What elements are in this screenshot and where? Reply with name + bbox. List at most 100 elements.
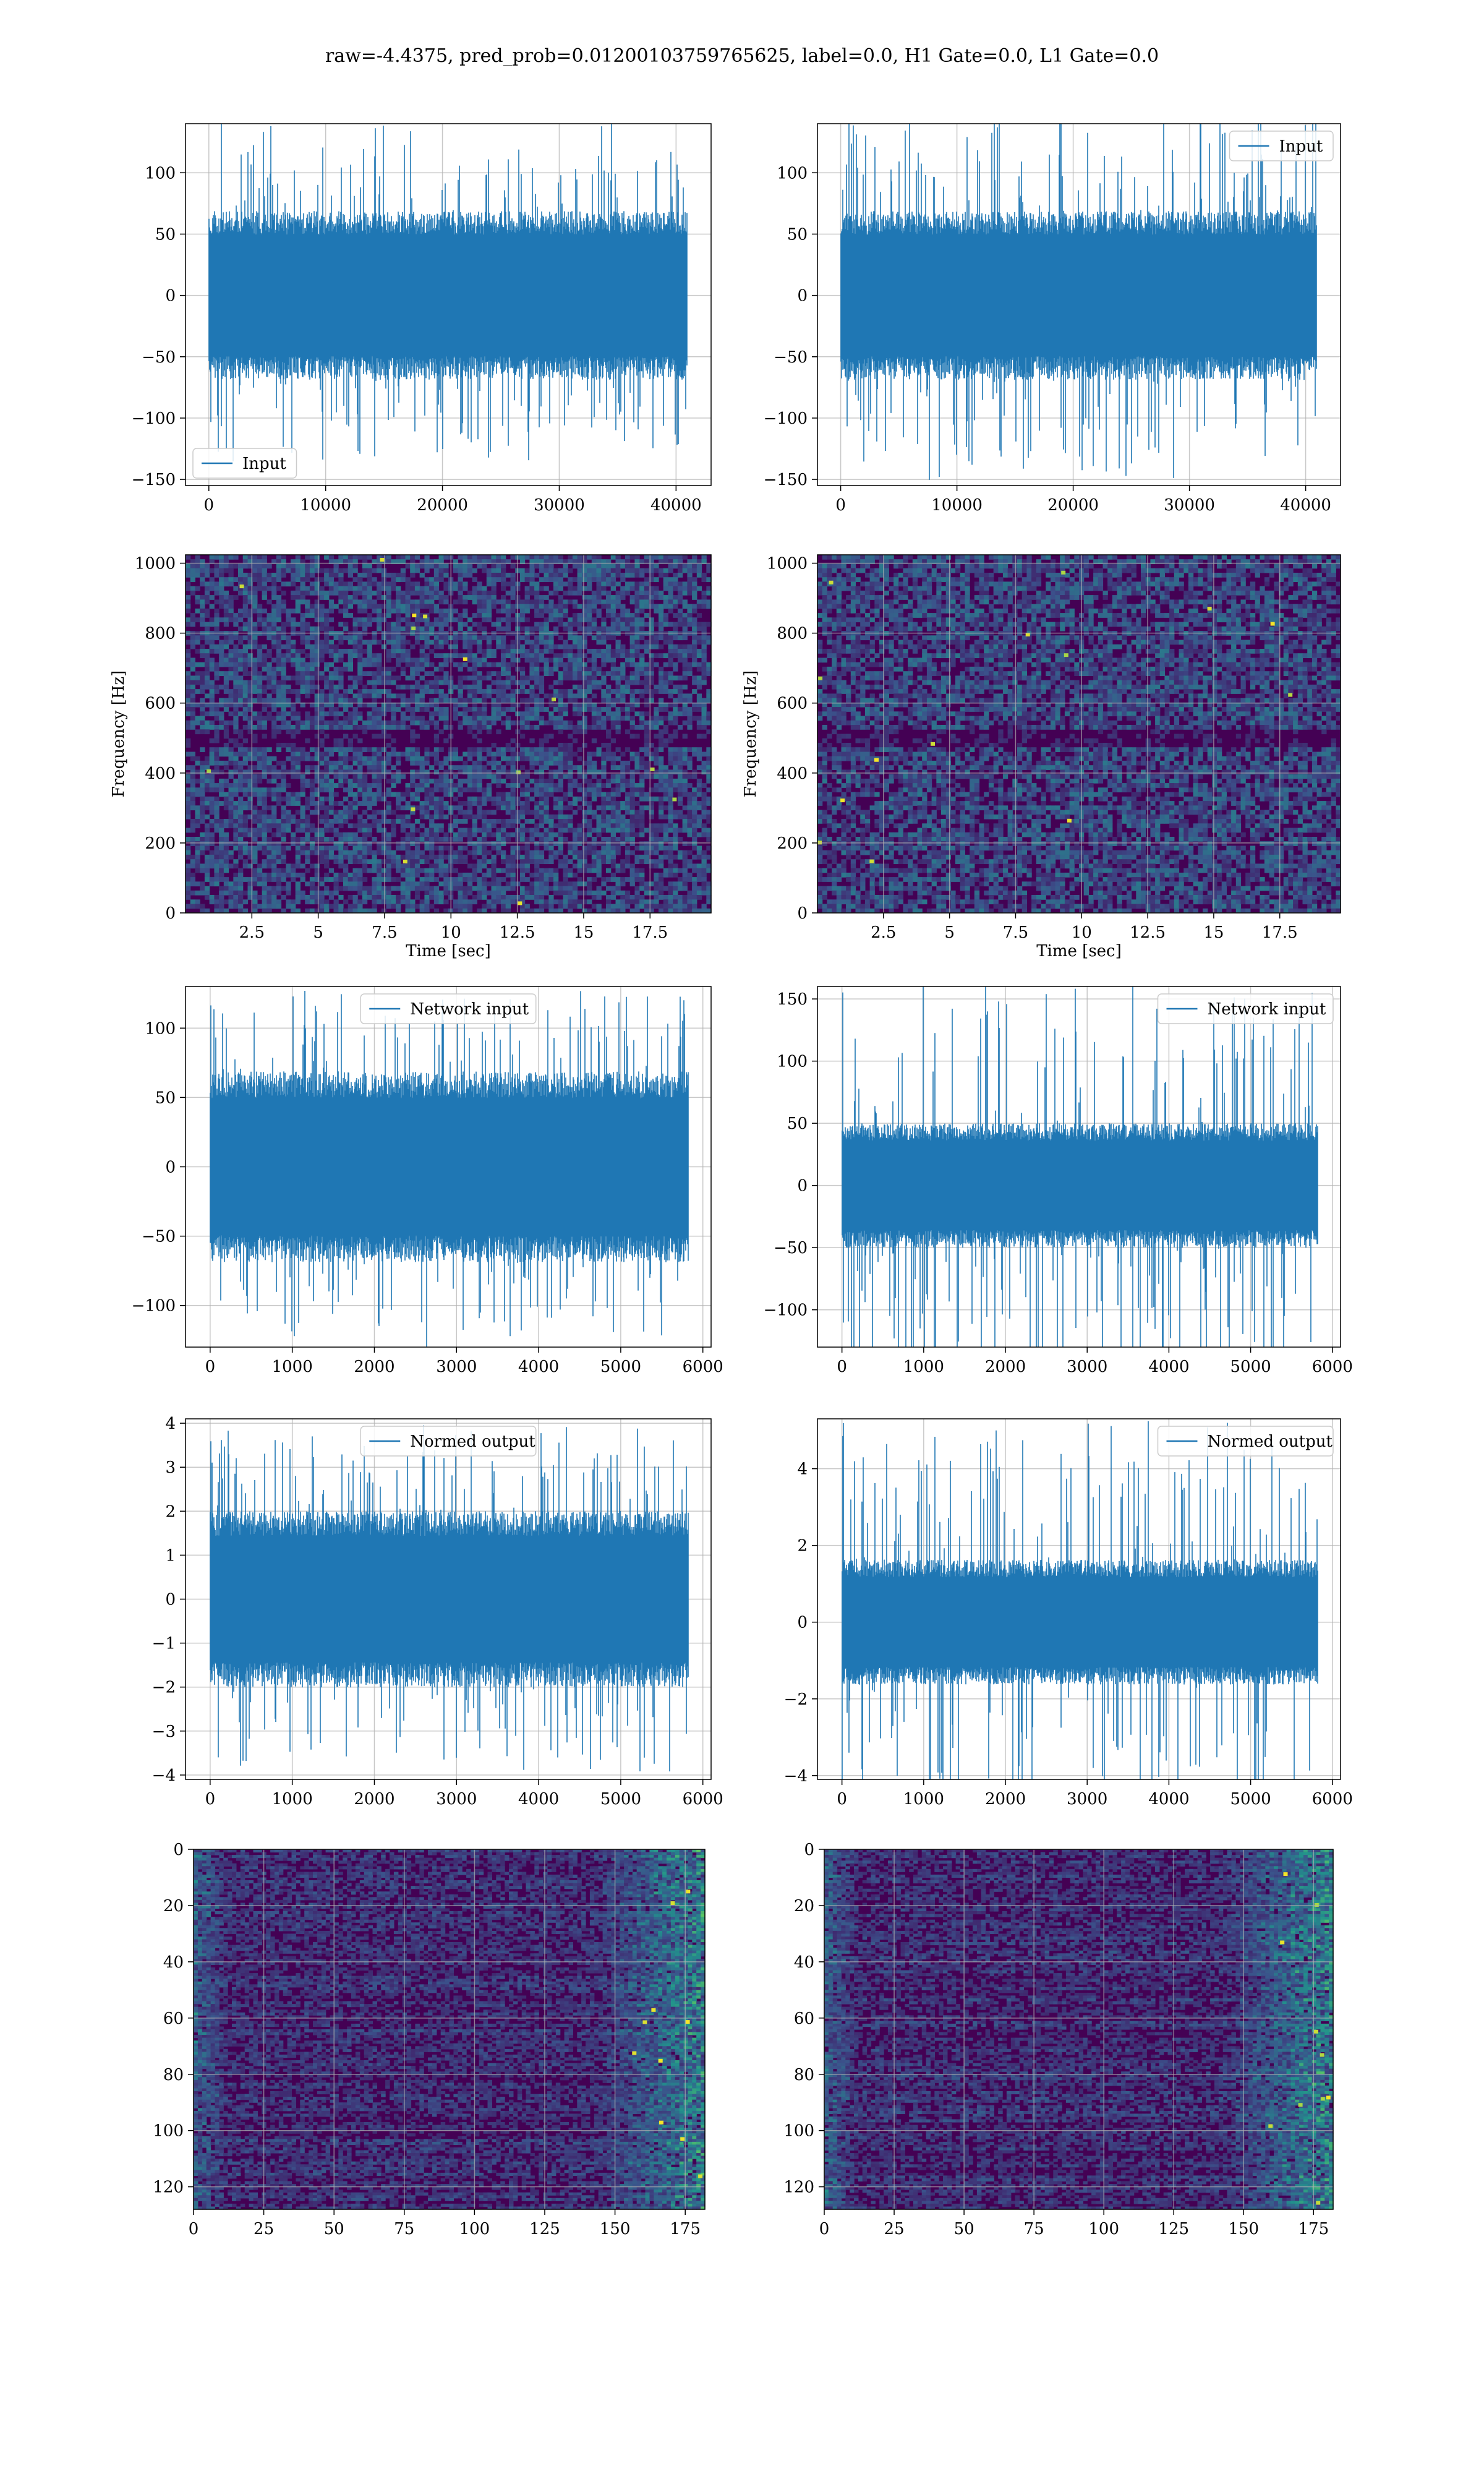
x-tick-label: 100: [1088, 2220, 1119, 2238]
y-tick-label: −100: [764, 1301, 808, 1320]
subplot-r3c1: 0 1000 2000 3000 4000 5000 6000−100−50050100Ne…: [132, 987, 723, 1376]
x-tick-label: 0: [204, 496, 215, 515]
y-tick-label: 100: [153, 2122, 184, 2141]
legend-label: Normed output: [410, 1432, 535, 1451]
y-tick-label: 0: [165, 904, 176, 923]
bright-pixel: [659, 2121, 663, 2125]
x-tick-label: 2000: [354, 1358, 394, 1376]
y-tick-label: 0: [165, 287, 176, 306]
bright-pixel: [651, 2008, 655, 2012]
x-tick-label: 150: [1228, 2220, 1259, 2238]
x-tick-label: 10000: [931, 496, 983, 515]
bright-pixel: [931, 742, 935, 746]
y-tick-label: 0: [797, 1614, 808, 1632]
x-tick-label: 175: [1298, 2220, 1329, 2238]
bright-pixel: [1064, 653, 1068, 657]
y-tick-label: 400: [145, 764, 176, 783]
bright-pixel: [698, 2175, 702, 2178]
y-tick-label: 80: [163, 2066, 184, 2084]
x-tick-label: 6000: [1312, 1358, 1353, 1376]
legend: Input: [193, 448, 297, 478]
x-tick-label: 7.5: [1003, 923, 1028, 942]
y-tick-label: 600: [145, 695, 176, 713]
bright-pixel: [412, 614, 416, 617]
x-tick-label: 30000: [1164, 496, 1215, 515]
x-tick-label: 20000: [1047, 496, 1099, 515]
bright-pixel: [240, 584, 244, 588]
x-tick-label: 3000: [1067, 1358, 1107, 1376]
bright-pixel: [1320, 2053, 1324, 2057]
y-tick-label: 0: [797, 904, 808, 923]
y-tick-label: 2: [165, 1502, 176, 1521]
x-tick-label: 5000: [1230, 1358, 1271, 1376]
x-tick-label: 125: [1158, 2220, 1189, 2238]
x-tick-label: 30000: [534, 496, 585, 515]
y-tick-label: 100: [777, 1053, 808, 1071]
x-tick-label: 7.5: [372, 923, 397, 942]
y-tick-label: 100: [783, 2122, 814, 2141]
y-tick-label: 600: [777, 695, 808, 713]
x-tick-label: 15: [573, 923, 594, 942]
x-tick-label: 25: [254, 2220, 274, 2238]
x-tick-label: 12.5: [1130, 923, 1166, 942]
x-tick-label: 17.5: [1262, 923, 1298, 942]
bright-pixel: [818, 677, 822, 680]
y-tick-label: 50: [787, 1115, 808, 1133]
x-tick-label: 100: [459, 2220, 490, 2238]
bright-pixel: [411, 627, 416, 630]
legend: Input: [1230, 131, 1334, 161]
x-axis-label: Time [sec]: [406, 942, 491, 961]
bright-pixel: [686, 2020, 690, 2024]
legend: Network input: [360, 994, 536, 1024]
y-tick-label: −50: [142, 1228, 176, 1246]
bright-pixel: [1067, 819, 1072, 823]
x-tick-label: 125: [529, 2220, 560, 2238]
y-tick-label: 400: [777, 764, 808, 783]
bright-pixel: [869, 860, 874, 863]
subplot-r1c2: 0 10000 20000 30000 40000−150−100−50050100In…: [764, 124, 1341, 515]
bright-pixel: [207, 769, 211, 773]
bright-pixel: [671, 1901, 675, 1905]
x-tick-label: 0: [205, 1790, 216, 1808]
x-tick-label: 5000: [1230, 1790, 1271, 1808]
legend-label: Normed output: [1208, 1432, 1333, 1451]
x-tick-label: 0: [837, 1790, 847, 1808]
x-tick-label: 0: [837, 1358, 847, 1376]
bright-pixel: [1298, 2103, 1303, 2107]
y-tick-label: 100: [777, 164, 808, 182]
y-axis-label: Frequency [Hz]: [109, 670, 128, 798]
y-tick-label: −50: [774, 1239, 808, 1257]
y-tick-label: −50: [142, 348, 176, 367]
y-tick-label: 60: [794, 2010, 814, 2028]
x-tick-label: 75: [394, 2220, 414, 2238]
y-tick-label: 50: [155, 225, 176, 244]
x-axis-label: Time [sec]: [1036, 942, 1122, 961]
bright-pixel: [1316, 2201, 1320, 2205]
bright-pixel: [403, 860, 407, 863]
y-tick-label: −4: [784, 1767, 808, 1786]
x-tick-label: 4000: [1148, 1790, 1189, 1808]
x-tick-label: 3000: [436, 1790, 477, 1808]
x-tick-label: 75: [1024, 2220, 1044, 2238]
x-tick-label: 0: [189, 2220, 199, 2238]
y-tick-label: −50: [774, 348, 808, 367]
bright-pixel: [1321, 2097, 1325, 2100]
y-tick-label: 0: [797, 287, 808, 306]
x-tick-label: 50: [954, 2220, 974, 2238]
bright-pixel: [1208, 607, 1212, 610]
y-tick-label: −150: [132, 471, 176, 489]
x-tick-label: 40000: [650, 496, 702, 515]
y-tick-label: 200: [145, 834, 176, 853]
bright-pixel: [1315, 1903, 1319, 1907]
bright-pixel: [686, 1890, 690, 1893]
subplot-r2c2: 2.5 5 7.5 10 12.5 15 17.502004006008001000Time…: [741, 555, 1341, 961]
y-tick-label: −2: [784, 1690, 808, 1709]
y-tick-label: 60: [163, 2010, 184, 2028]
y-tick-label: 0: [173, 1841, 184, 1859]
x-tick-label: 6000: [1312, 1790, 1353, 1808]
y-tick-label: −150: [764, 471, 808, 489]
x-tick-label: 10: [441, 923, 461, 942]
y-tick-label: 120: [783, 2178, 814, 2197]
